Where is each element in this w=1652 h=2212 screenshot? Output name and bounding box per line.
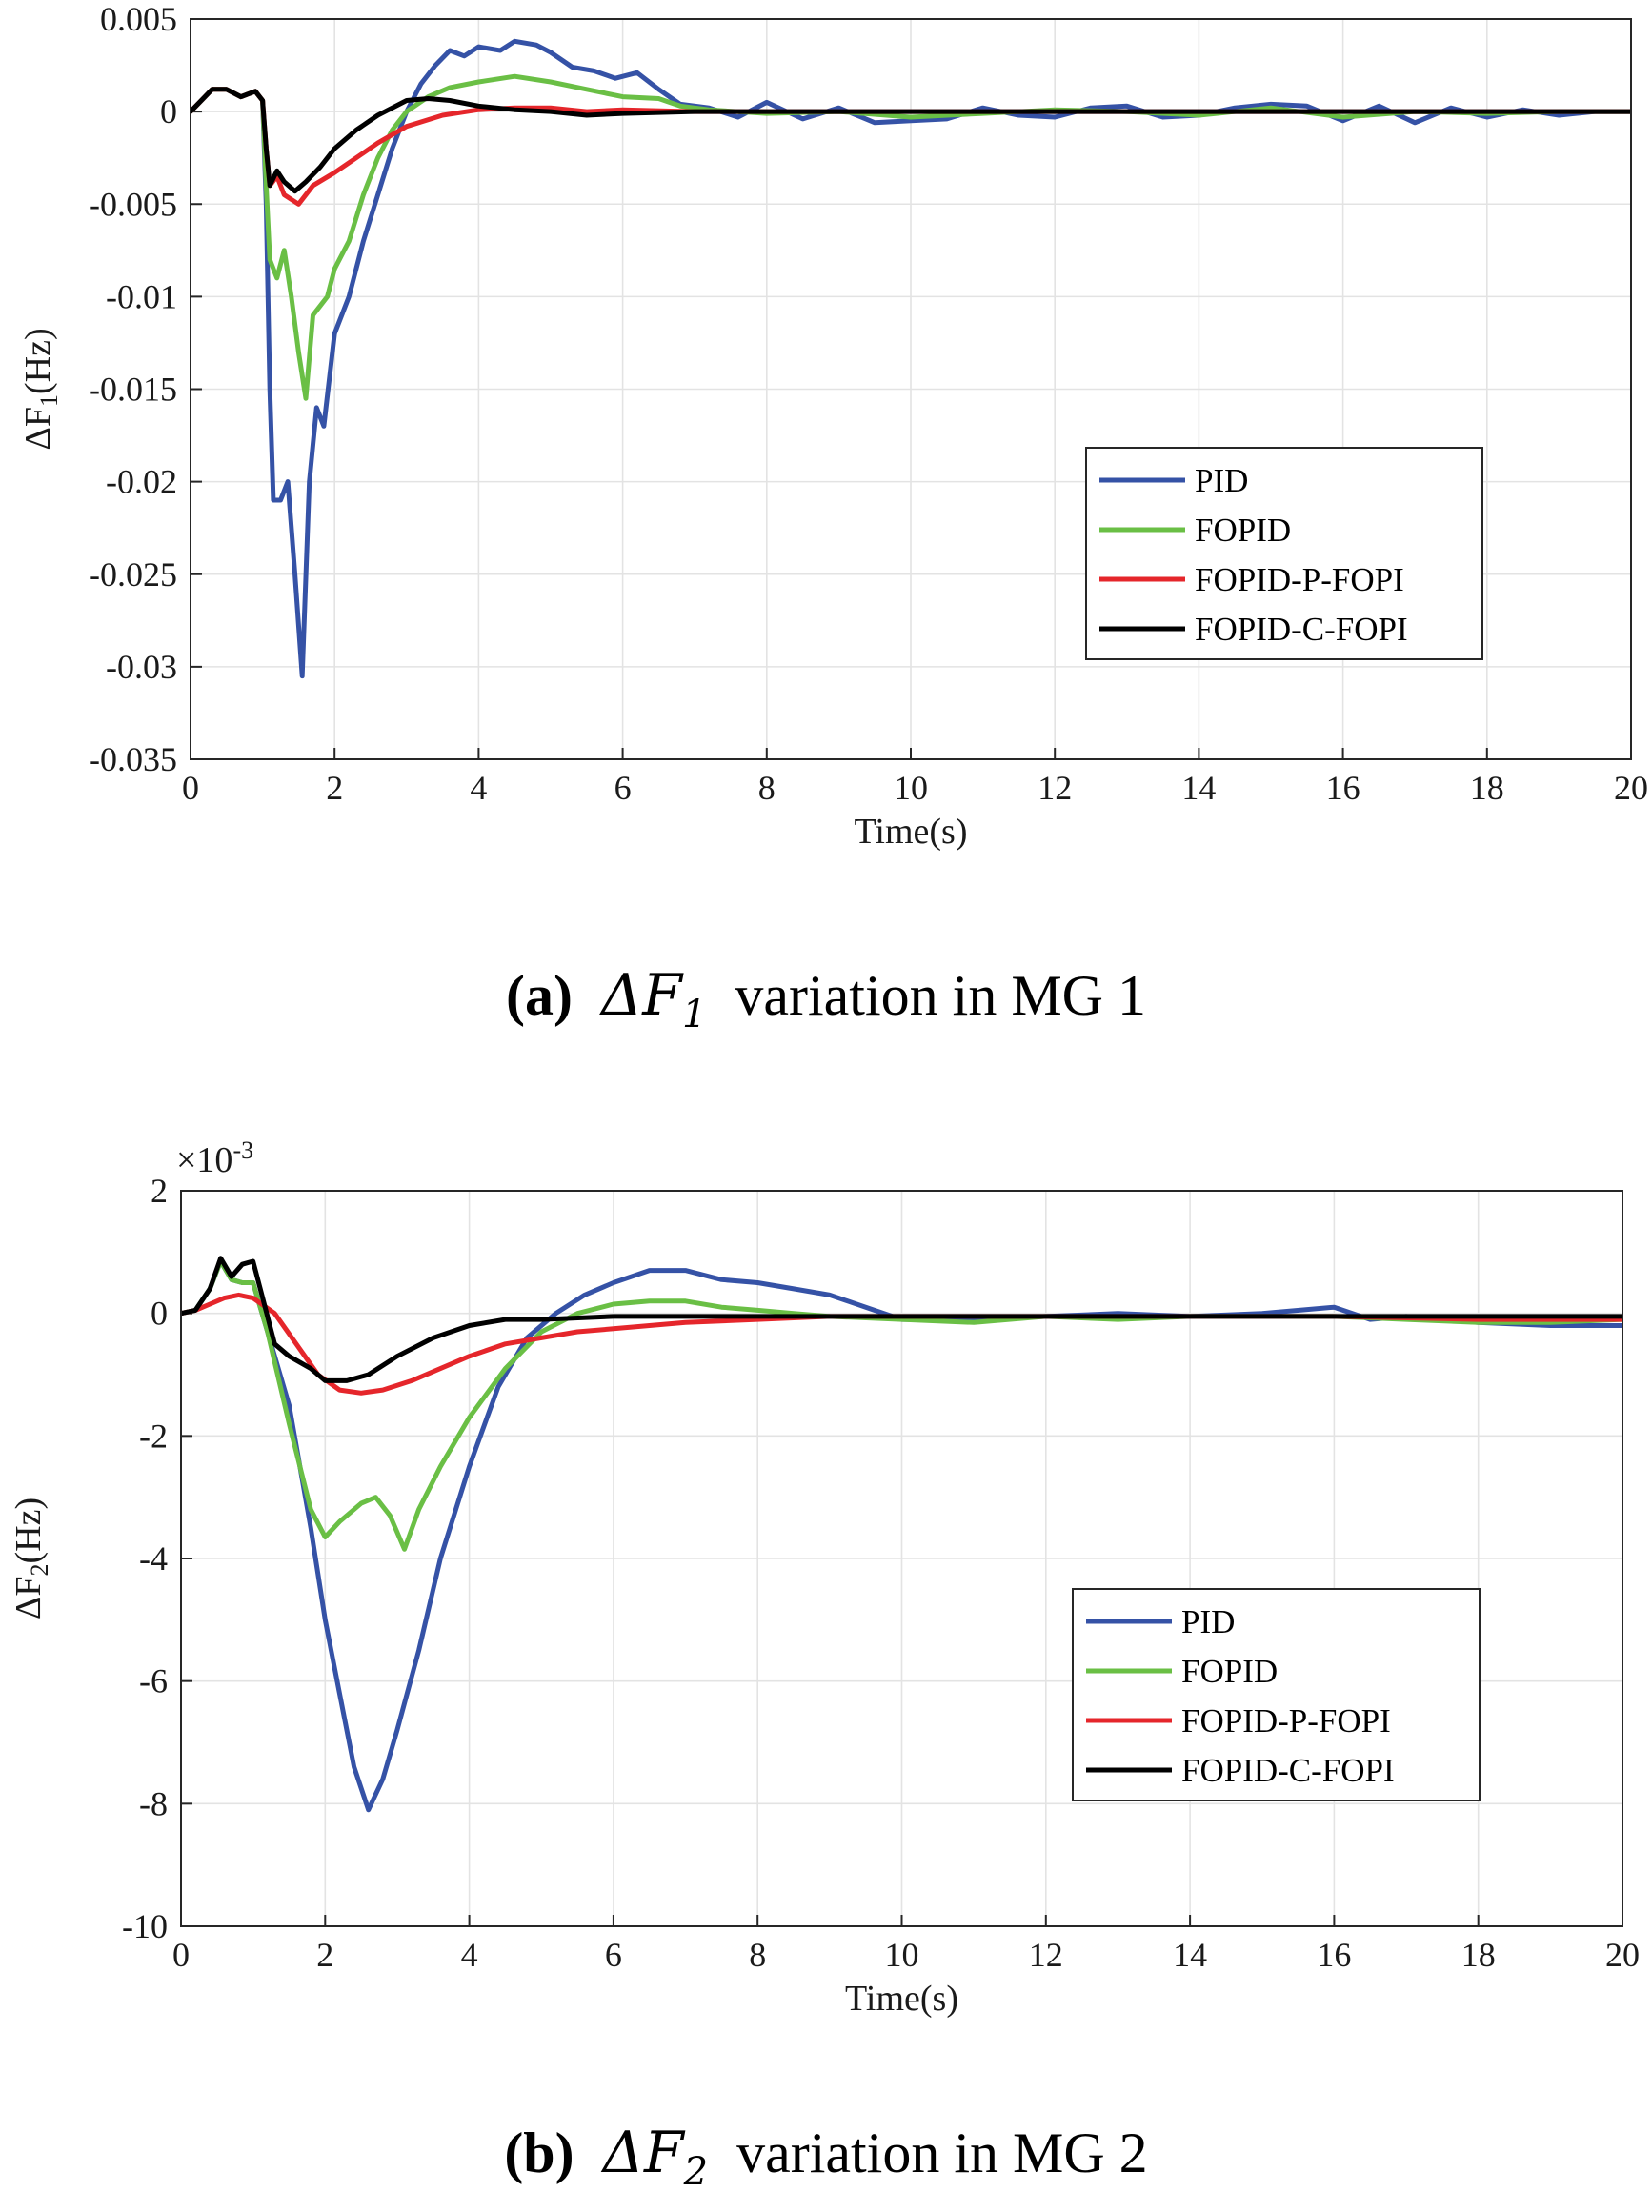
y-tick-label: -0.035: [89, 740, 177, 778]
legend-box: [1072, 1588, 1481, 1801]
x-tick-label: 8: [749, 1936, 766, 1974]
x-tick-label: 18: [1461, 1936, 1496, 1974]
x-tick-label: 0: [182, 769, 199, 807]
y-tick-label: 0: [151, 1295, 168, 1333]
x-tick-label: 18: [1470, 769, 1504, 807]
x-tick-label: 16: [1317, 1936, 1351, 1974]
chart-panel-b: 0 2 4 6 8 10 12 14 16 18 2020-2-4-6-8-10Time(s)ΔF2…: [9, 1136, 1640, 2019]
series-line-fopid-c-fopi: [191, 87, 1631, 194]
x-tick-label: 14: [1173, 1936, 1207, 1974]
caption-a: (a) ΔF1 variation in MG 1: [506, 962, 1146, 1036]
legend: PID FOPID FOPID-P-FOPI FOPID-C-FOPI: [1085, 447, 1483, 660]
series-line-pid: [191, 38, 1631, 679]
x-tick-label: 6: [614, 769, 632, 807]
legend-box: [1085, 447, 1483, 660]
plot-frame: [190, 18, 1632, 760]
legend-entry: FOPID-P-FOPI: [1195, 561, 1404, 598]
y-tick-label: -10: [122, 1907, 168, 1945]
y-tick-label: -4: [139, 1539, 168, 1578]
x-tick-label: 10: [894, 769, 928, 807]
x-tick-label: 20: [1614, 769, 1648, 807]
y-axis-label: ΔF1(Hz): [18, 328, 63, 450]
chart-panel-a: 0 2 4 6 8 10 12 14 16 18 20 0.005 0 -0.005 -0.01 -0.015…: [18, 0, 1648, 852]
y-axis-label-base: ΔF: [9, 1577, 49, 1620]
y-axis-label-unit: (Hz): [9, 1498, 49, 1564]
legend-entry: FOPID-C-FOPI: [1181, 1752, 1395, 1789]
x-tick-label: 20: [1605, 1936, 1640, 1974]
y-tick-label: -2: [139, 1417, 168, 1455]
plot-frame: [180, 1190, 1623, 1927]
legend-entry: PID: [1181, 1603, 1235, 1640]
x-tick-label: 0: [172, 1936, 190, 1974]
legend-entry: FOPID: [1181, 1653, 1278, 1690]
x-tick-label: 12: [1038, 769, 1072, 807]
y-tick-label: -0.01: [106, 277, 177, 315]
y-tick-label: -6: [139, 1662, 168, 1700]
x-tick-label: 6: [605, 1936, 622, 1974]
x-tick-label: 10: [885, 1936, 919, 1974]
x-tick-label: 2: [316, 1936, 333, 1974]
y-tick-label: -0.015: [89, 371, 177, 409]
x-axis-label: Time(s): [845, 1979, 958, 2019]
x-tick-label: 14: [1181, 769, 1216, 807]
y-axis-label-base: ΔF: [18, 407, 58, 451]
y-tick-label: -0.005: [89, 185, 177, 223]
y-tick-label: 0: [160, 92, 177, 131]
y-tick-label: 2: [151, 1172, 168, 1210]
x-axis-label: Time(s): [855, 812, 968, 852]
x-tick-label: 12: [1029, 1936, 1063, 1974]
y-tick-label: 0.005: [100, 0, 177, 38]
y-tick-label: -8: [139, 1784, 168, 1822]
x-tick-label: 2: [326, 769, 343, 807]
y-axis-label-unit: (Hz): [18, 328, 58, 394]
y-axis-label-sub: 2: [26, 1564, 53, 1577]
legend-entry: FOPID: [1195, 512, 1291, 549]
y-tick-label: -0.02: [106, 463, 177, 501]
y-exponent-label: ×10-3: [176, 1136, 253, 1180]
y-axis-label: ΔF2(Hz): [9, 1498, 53, 1619]
y-tick-label: -0.025: [89, 555, 177, 593]
x-tick-label: 4: [461, 1936, 478, 1974]
exponent-power: -3: [232, 1136, 253, 1164]
exponent-base: ×10: [176, 1140, 232, 1180]
x-tick-label: 8: [758, 769, 776, 807]
caption-b: (b) ΔF2 variation in MG 2: [504, 2120, 1148, 2194]
x-tick-label: 4: [470, 769, 487, 807]
legend: PID FOPID FOPID-P-FOPI FOPID-C-FOPI: [1072, 1588, 1481, 1801]
y-axis-label-sub: 1: [35, 394, 63, 407]
legend-entry: FOPID-C-FOPI: [1195, 611, 1408, 648]
series-line-fopid-c-fopi: [181, 1256, 1622, 1383]
x-tick-label: 16: [1326, 769, 1360, 807]
legend-entry: PID: [1195, 462, 1248, 499]
y-tick-label: -0.03: [106, 648, 177, 686]
legend-entry: FOPID-P-FOPI: [1181, 1702, 1391, 1739]
